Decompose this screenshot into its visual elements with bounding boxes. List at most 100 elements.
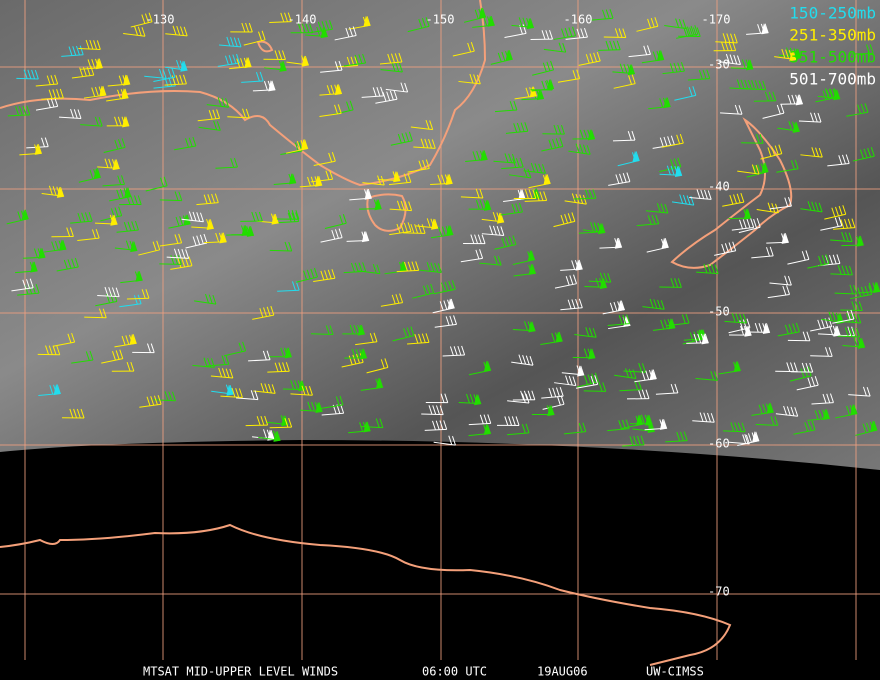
barb-feather xyxy=(626,314,631,324)
barb-feather xyxy=(735,313,740,323)
barb-feather xyxy=(683,27,688,37)
barb-feather xyxy=(868,285,873,295)
barb-pennant xyxy=(279,60,287,72)
barb-shaft xyxy=(665,440,688,443)
barb-shaft xyxy=(206,104,229,108)
wind-barb xyxy=(509,168,532,179)
barb-shaft xyxy=(501,166,524,170)
wind-barb xyxy=(252,80,276,92)
barb-feather xyxy=(664,203,669,214)
longitude-label: -150 xyxy=(426,13,455,27)
barb-pennant xyxy=(226,384,234,396)
barb-feather xyxy=(301,385,306,395)
barb-shaft xyxy=(500,211,523,216)
barb-pennant xyxy=(766,402,774,414)
barb-feather xyxy=(331,269,336,279)
barb-feather xyxy=(516,122,521,133)
barb-feather xyxy=(425,119,430,130)
wind-barb xyxy=(490,49,513,65)
barb-feather xyxy=(774,145,779,155)
barb-shaft xyxy=(852,155,875,162)
wind-barb xyxy=(760,144,783,160)
barb-feather xyxy=(791,94,796,105)
barb-feather xyxy=(382,92,387,102)
barb-feather xyxy=(144,13,149,23)
barb-feather xyxy=(553,124,558,135)
barb-feather xyxy=(284,241,289,252)
barb-shaft xyxy=(564,200,587,205)
barb-feather xyxy=(483,414,488,424)
barb-feather xyxy=(710,413,715,423)
wind-barb xyxy=(655,383,679,395)
barb-feather xyxy=(532,189,537,199)
wind-barb xyxy=(366,358,389,374)
wind-barb xyxy=(465,149,488,163)
barb-feather xyxy=(832,312,837,322)
barb-feather xyxy=(836,254,841,264)
barb-feather xyxy=(472,151,477,161)
barb-feather xyxy=(369,333,374,343)
barb-pennant xyxy=(445,173,453,185)
barb-shaft xyxy=(321,404,344,409)
barb-feather xyxy=(52,345,57,355)
barb-feather xyxy=(622,173,627,183)
barb-pennant xyxy=(870,420,878,432)
barb-feather xyxy=(609,9,614,19)
barb-feather xyxy=(520,390,525,401)
barb-feather xyxy=(15,106,20,116)
barb-feather xyxy=(306,269,311,279)
barb-feather xyxy=(141,14,146,24)
barb-shaft xyxy=(532,69,554,76)
barb-feather xyxy=(334,104,338,115)
barb-feather xyxy=(181,249,186,259)
barb-shaft xyxy=(622,444,645,447)
wind-barb xyxy=(263,50,286,60)
barb-feather xyxy=(562,43,567,53)
wind-barbs xyxy=(6,7,880,447)
wind-barb xyxy=(248,350,271,362)
barb-shaft xyxy=(166,256,189,259)
barb-shaft xyxy=(565,36,588,40)
wind-barb xyxy=(15,261,38,274)
barb-feather xyxy=(242,341,247,351)
barb-feather xyxy=(742,319,747,329)
barb-feather xyxy=(34,69,39,80)
wind-barb xyxy=(413,138,436,149)
barb-shaft xyxy=(389,230,412,236)
barb-feather xyxy=(852,327,857,338)
wind-barb xyxy=(191,218,215,230)
barb-feather xyxy=(567,299,572,309)
barb-pennant xyxy=(528,321,536,333)
barb-feather xyxy=(88,211,93,222)
barb-feather xyxy=(572,70,577,80)
barb-feather xyxy=(212,294,217,305)
wind-barb xyxy=(320,60,343,73)
wind-barb xyxy=(762,103,785,119)
barb-feather xyxy=(771,146,776,156)
barb-feather xyxy=(858,301,863,311)
barb-feather xyxy=(748,79,752,90)
wind-barb xyxy=(138,240,161,256)
barb-feather xyxy=(85,351,90,361)
wind-barb xyxy=(83,85,107,99)
barb-feather xyxy=(418,333,423,344)
barb-feather xyxy=(56,89,61,99)
barb-feather xyxy=(751,164,756,174)
barb-feather xyxy=(519,157,524,168)
wind-barb xyxy=(380,62,403,73)
barb-feather xyxy=(829,325,833,335)
barb-shaft xyxy=(390,140,413,146)
barb-shaft xyxy=(252,314,274,320)
barb-feather xyxy=(176,25,181,36)
barb-feather xyxy=(395,294,400,304)
wind-barb xyxy=(145,176,168,192)
barb-feather xyxy=(84,212,89,222)
wind-barb xyxy=(389,222,412,236)
grid xyxy=(0,0,880,660)
barb-feather xyxy=(393,90,398,100)
barb-shaft xyxy=(724,320,747,324)
wind-barb xyxy=(607,314,631,326)
barb-feather xyxy=(79,67,84,77)
wind-barb xyxy=(430,173,453,185)
barb-shaft xyxy=(192,364,215,368)
